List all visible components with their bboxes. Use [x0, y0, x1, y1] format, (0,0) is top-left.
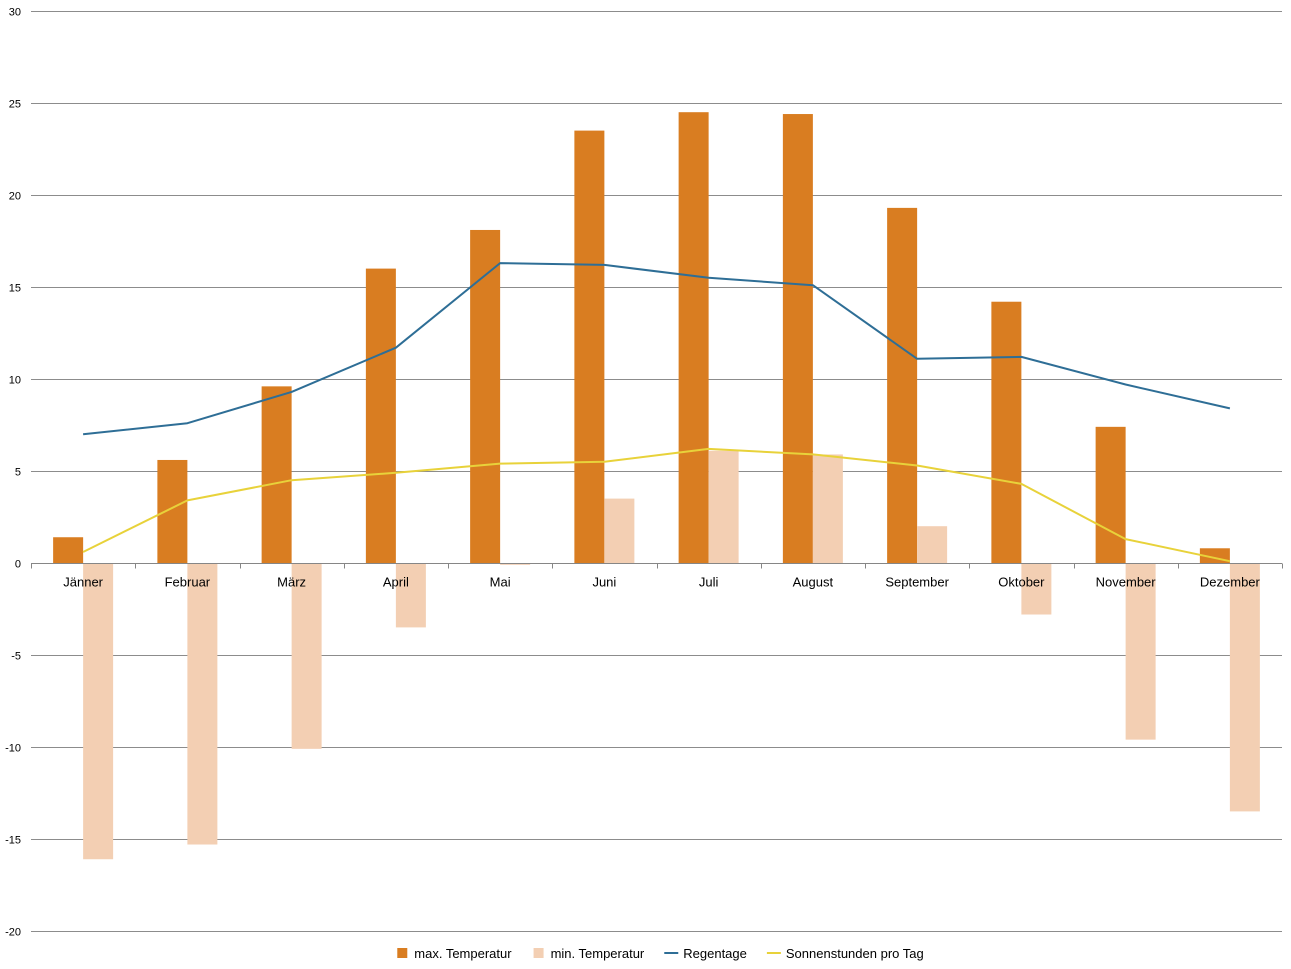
y-tick-label: -5 — [11, 651, 21, 663]
min-temp-bar — [1229, 563, 1260, 812]
min-temp-bar — [187, 563, 218, 845]
min-temp-bar — [291, 563, 322, 749]
min-temp-bar — [395, 563, 426, 628]
legend-label: min. Temperatur — [551, 946, 645, 961]
y-tick-label: 0 — [15, 559, 21, 571]
max-temp-bar — [782, 114, 813, 563]
legend-item: max. Temperatur — [397, 946, 512, 961]
y-tick-label: -10 — [5, 743, 21, 755]
bars — [53, 112, 1260, 860]
legend-label: Regentage — [683, 946, 747, 961]
legend-item: Regentage — [664, 946, 747, 961]
category-label: Juni — [592, 575, 616, 590]
x-axis — [31, 563, 1283, 569]
legend-label: max. Temperatur — [414, 946, 512, 961]
sunshine-hours-line — [82, 447, 1231, 563]
min-temp-bar — [917, 526, 948, 563]
category-label: Dezember — [1200, 575, 1261, 590]
category-label: Mai — [490, 575, 511, 590]
y-tick-label: -15 — [5, 835, 21, 847]
rain-days-line — [82, 262, 1231, 436]
y-tick-label: 5 — [15, 467, 21, 479]
y-tick-label: 25 — [9, 99, 21, 111]
legend-item: Sonnenstunden pro Tag — [766, 946, 924, 961]
max-temp-bar — [574, 130, 605, 563]
lines — [82, 262, 1231, 563]
y-tick-label: -20 — [5, 927, 21, 939]
min-temp-bar — [83, 563, 114, 860]
y-tick-label: 15 — [9, 283, 21, 295]
max-temp-bar — [1095, 426, 1126, 563]
max-temp-bar — [991, 301, 1022, 563]
category-label: März — [277, 575, 306, 590]
category-label: November — [1096, 575, 1157, 590]
min-temp-bar — [812, 454, 843, 563]
max-temp-bar — [470, 229, 501, 563]
max-temp-bar — [53, 537, 84, 563]
legend-swatch — [397, 948, 408, 958]
category-label: Oktober — [998, 575, 1045, 590]
min-temp-bar — [1125, 563, 1156, 740]
legend: max. Temperatur min. Temperatur Regentage S… — [397, 946, 924, 961]
category-label: August — [793, 575, 834, 590]
y-axis-ticks: -20 -15 -10 -5 0 5 10 15 20 25 30 — [5, 7, 21, 939]
category-label: Jänner — [63, 575, 103, 590]
y-tick-label: 30 — [9, 7, 21, 19]
max-temp-bar — [157, 459, 188, 563]
category-label: Juli — [699, 575, 719, 590]
min-temp-bar — [1021, 563, 1052, 615]
legend-label: Sonnenstunden pro Tag — [786, 946, 924, 961]
max-temp-bar — [678, 112, 709, 563]
max-temp-bar — [887, 207, 918, 563]
min-temp-bar — [604, 498, 635, 563]
max-temp-bar — [261, 386, 292, 563]
category-label: September — [885, 575, 949, 590]
legend-swatch — [533, 948, 544, 958]
category-labels: Jänner Februar März April Mai Juni Juli August S… — [63, 575, 1260, 590]
gridlines — [31, 11, 1282, 932]
category-label: April — [383, 575, 409, 590]
min-temp-bar — [708, 450, 739, 563]
category-label: Februar — [165, 575, 211, 590]
max-temp-bar — [365, 268, 396, 563]
y-tick-label: 20 — [9, 191, 21, 203]
legend-item: min. Temperatur — [533, 946, 645, 961]
y-tick-label: 10 — [9, 375, 21, 387]
